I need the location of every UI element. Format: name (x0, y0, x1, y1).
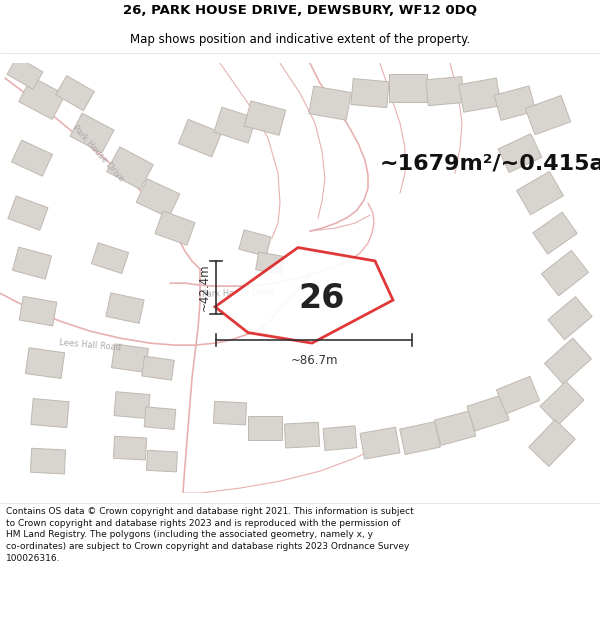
Text: ~42.4m: ~42.4m (197, 264, 211, 311)
Polygon shape (214, 401, 247, 425)
Polygon shape (389, 74, 427, 102)
Polygon shape (91, 242, 128, 274)
Polygon shape (244, 101, 286, 136)
Text: Park House Drive: Park House Drive (70, 123, 125, 183)
Polygon shape (239, 230, 271, 256)
Text: Park House Drive: Park House Drive (202, 288, 274, 299)
Text: Contains OS data © Crown copyright and database right 2021. This information is : Contains OS data © Crown copyright and d… (6, 507, 414, 563)
Polygon shape (517, 171, 563, 215)
Polygon shape (215, 248, 393, 343)
Text: ~1679m²/~0.415ac.: ~1679m²/~0.415ac. (380, 153, 600, 173)
Polygon shape (541, 251, 589, 296)
Polygon shape (214, 107, 256, 143)
Polygon shape (540, 381, 584, 425)
Polygon shape (400, 422, 440, 454)
Polygon shape (144, 407, 176, 429)
Polygon shape (548, 297, 592, 339)
Polygon shape (113, 436, 146, 460)
Polygon shape (155, 211, 195, 245)
Polygon shape (19, 77, 65, 119)
Polygon shape (178, 119, 221, 157)
Polygon shape (496, 376, 539, 414)
Polygon shape (284, 422, 320, 448)
Text: Map shows position and indicative extent of the property.: Map shows position and indicative extent… (130, 33, 470, 46)
Polygon shape (498, 134, 542, 172)
Polygon shape (360, 428, 400, 459)
Polygon shape (136, 179, 180, 217)
Polygon shape (8, 196, 48, 230)
Polygon shape (545, 338, 592, 384)
Polygon shape (19, 296, 57, 326)
Polygon shape (309, 86, 351, 120)
Polygon shape (25, 348, 65, 379)
Polygon shape (533, 212, 577, 254)
Polygon shape (467, 395, 509, 431)
Text: Lees Hall Road: Lees Hall Road (59, 338, 121, 352)
Polygon shape (11, 140, 52, 176)
Polygon shape (323, 426, 357, 451)
Polygon shape (526, 96, 571, 135)
Polygon shape (56, 76, 94, 111)
Polygon shape (31, 399, 69, 428)
Polygon shape (106, 293, 144, 323)
Polygon shape (31, 448, 65, 474)
Text: 26: 26 (299, 282, 345, 315)
Polygon shape (146, 451, 178, 472)
Polygon shape (459, 78, 501, 112)
Polygon shape (114, 392, 150, 419)
Polygon shape (248, 416, 282, 440)
Polygon shape (70, 113, 114, 153)
Polygon shape (434, 411, 476, 446)
Polygon shape (256, 252, 284, 274)
Polygon shape (7, 57, 43, 89)
Polygon shape (142, 356, 174, 380)
Polygon shape (112, 344, 149, 372)
Polygon shape (351, 79, 389, 107)
Polygon shape (529, 420, 575, 466)
Text: ~86.7m: ~86.7m (290, 354, 338, 367)
Polygon shape (107, 147, 154, 189)
Text: 26, PARK HOUSE DRIVE, DEWSBURY, WF12 0DQ: 26, PARK HOUSE DRIVE, DEWSBURY, WF12 0DQ (123, 4, 477, 17)
Polygon shape (13, 247, 52, 279)
Polygon shape (426, 77, 464, 106)
Polygon shape (494, 86, 536, 121)
